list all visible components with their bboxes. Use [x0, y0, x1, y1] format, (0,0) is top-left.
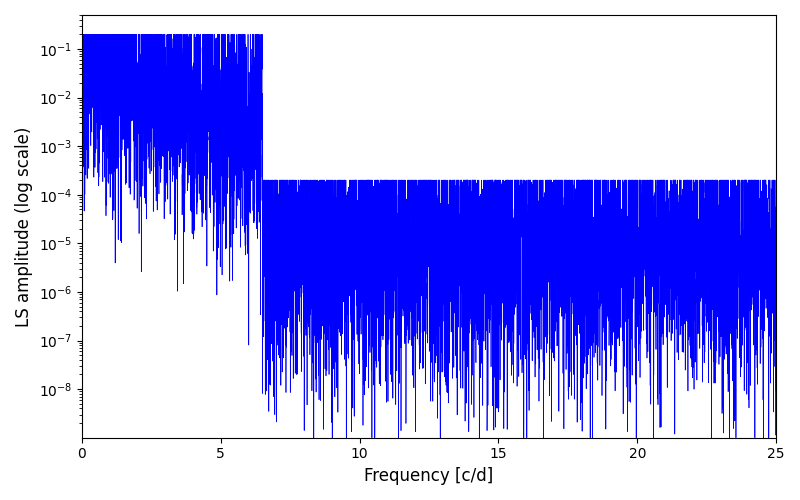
X-axis label: Frequency [c/d]: Frequency [c/d] — [364, 467, 494, 485]
Y-axis label: LS amplitude (log scale): LS amplitude (log scale) — [15, 126, 33, 326]
